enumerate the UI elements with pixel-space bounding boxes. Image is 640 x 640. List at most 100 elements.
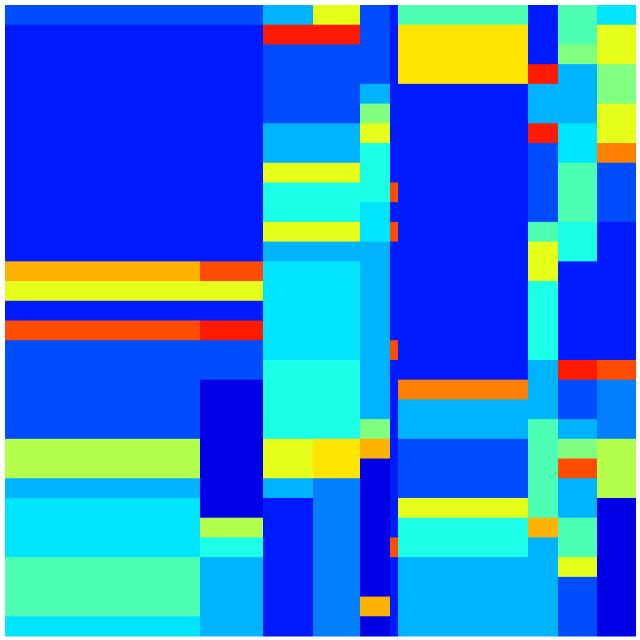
heatmap-cell — [597, 497, 636, 519]
heatmap-cell — [313, 478, 360, 499]
heatmap-cell — [200, 44, 263, 65]
heatmap-cell — [313, 576, 360, 598]
heatmap-cell — [263, 123, 313, 144]
heatmap-cell — [263, 557, 313, 578]
heatmap-cell — [5, 123, 200, 144]
heatmap-cell — [398, 419, 528, 440]
heatmap-cell — [528, 557, 558, 578]
heatmap-cell — [200, 576, 263, 598]
heatmap-cell — [558, 497, 597, 519]
heatmap-cell — [263, 438, 313, 460]
heatmap-cell — [200, 379, 263, 400]
heatmap-cell — [313, 261, 360, 282]
heatmap-cell — [398, 44, 528, 65]
heatmap-cell — [398, 359, 528, 381]
heatmap-cell — [200, 83, 263, 105]
heatmap-cell — [5, 241, 200, 262]
heatmap-cell — [5, 182, 200, 203]
heatmap-cell — [528, 478, 558, 499]
heatmap-cell — [597, 162, 636, 183]
heatmap-cell — [597, 557, 636, 578]
heatmap-cell — [200, 478, 263, 499]
heatmap-cell — [360, 202, 390, 223]
heatmap-cell — [5, 300, 200, 321]
heatmap-cell — [528, 83, 558, 105]
heatmap-cell — [398, 438, 528, 460]
heatmap-cell — [313, 44, 360, 65]
heatmap-cell — [398, 379, 528, 400]
heatmap-cell — [200, 320, 263, 341]
heatmap-cell — [597, 478, 636, 499]
heatmap-cell — [398, 202, 528, 223]
heatmap-cell — [200, 596, 263, 617]
heatmap-cell — [313, 103, 360, 124]
heatmap-cell — [313, 419, 360, 440]
heatmap-cell — [313, 320, 360, 341]
heatmap-cell — [558, 241, 597, 262]
heatmap-cell — [200, 497, 263, 519]
heatmap-cell — [360, 478, 390, 499]
heatmap-cell — [263, 320, 313, 341]
heatmap-cell — [558, 221, 597, 243]
heatmap-cell — [390, 616, 398, 637]
heatmap-cell — [360, 182, 390, 203]
heatmap-cell — [398, 616, 528, 637]
heatmap-cell — [200, 221, 263, 243]
heatmap-cell — [263, 616, 313, 637]
heatmap-cell — [360, 517, 390, 538]
heatmap-cell — [200, 64, 263, 85]
heatmap-cell — [528, 24, 558, 45]
heatmap-cell — [398, 103, 528, 124]
heatmap-cell — [390, 419, 398, 440]
heatmap-cell — [313, 123, 360, 144]
heatmap-cell — [558, 616, 597, 637]
heatmap-cell — [390, 143, 398, 164]
heatmap-cell — [263, 281, 313, 302]
heatmap-cell — [398, 5, 528, 26]
heatmap-cell — [528, 419, 558, 440]
heatmap-cell — [263, 596, 313, 617]
heatmap-cell — [390, 557, 398, 578]
heatmap-cell — [360, 419, 390, 440]
heatmap-cell — [558, 300, 597, 321]
heatmap-cell — [390, 438, 398, 460]
heatmap-cell — [390, 537, 398, 558]
heatmap-cell — [390, 103, 398, 124]
heatmap-cell — [558, 419, 597, 440]
heatmap-cell — [5, 64, 200, 85]
heatmap-cell — [558, 83, 597, 105]
heatmap-cell — [528, 616, 558, 637]
heatmap-cell — [597, 517, 636, 538]
heatmap-cell — [390, 64, 398, 85]
heatmap-cell — [263, 399, 313, 420]
heatmap-cell — [597, 596, 636, 617]
heatmap-cell — [390, 320, 398, 341]
heatmap-cell — [263, 44, 313, 65]
heatmap-cell — [360, 399, 390, 420]
heatmap-cell — [5, 83, 200, 105]
heatmap-cell — [528, 438, 558, 460]
heatmap-cell — [200, 517, 263, 538]
heatmap-cell — [200, 557, 263, 578]
heatmap-cell — [597, 458, 636, 479]
heatmap-cell — [558, 5, 597, 26]
heatmap-cell — [390, 596, 398, 617]
heatmap-cell — [390, 497, 398, 519]
heatmap-cell — [398, 221, 528, 243]
heatmap-cell — [263, 517, 313, 538]
heatmap-cell — [360, 340, 390, 361]
heatmap-cell — [390, 399, 398, 420]
heatmap-cell — [313, 5, 360, 26]
heatmap-cell — [558, 320, 597, 341]
heatmap-cell — [528, 497, 558, 519]
heatmap-cell — [528, 143, 558, 164]
heatmap-cell — [263, 221, 313, 243]
heatmap-cell — [528, 458, 558, 479]
heatmap-cell — [200, 458, 263, 479]
heatmap-cell — [360, 616, 390, 637]
heatmap-cell — [360, 281, 390, 302]
heatmap-cell — [558, 537, 597, 558]
heatmap-cell — [597, 5, 636, 26]
heatmap-cell — [528, 320, 558, 341]
